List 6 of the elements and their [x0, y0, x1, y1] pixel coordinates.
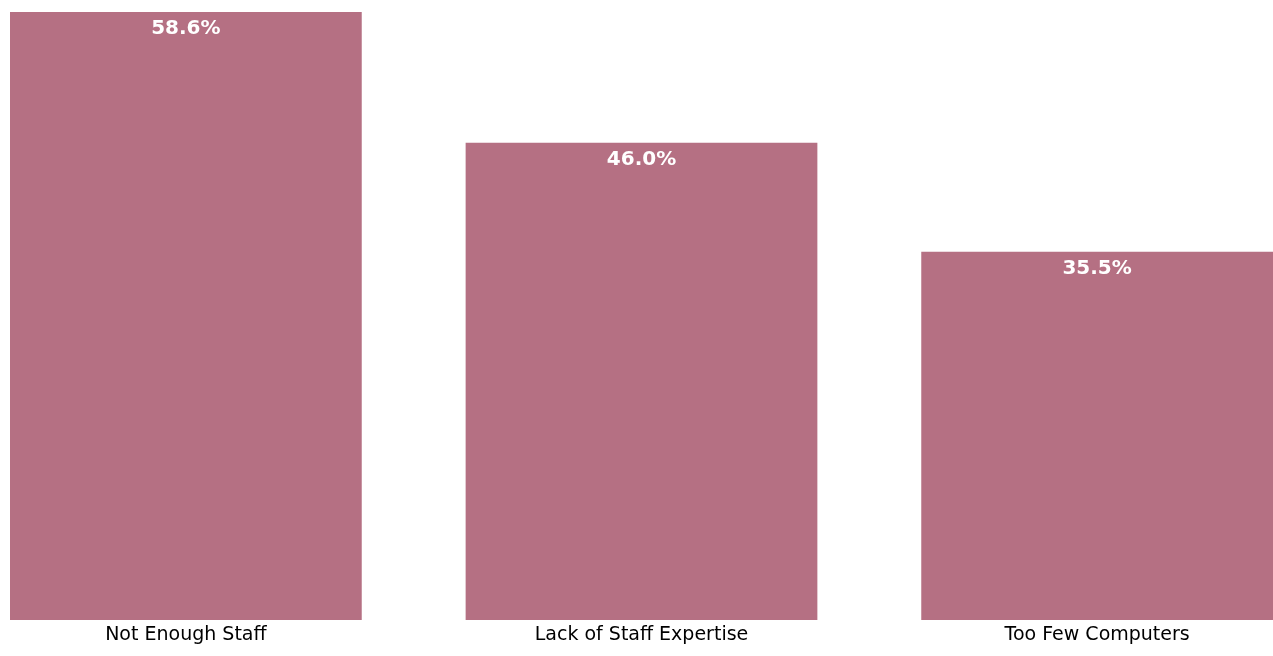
data-label: 58.6% [151, 15, 221, 39]
x-tick-label: Too Few Computers [1003, 622, 1190, 644]
x-tick-label: Lack of Staff Expertise [534, 622, 749, 644]
x-tick-label: Not Enough Staff [105, 622, 268, 644]
data-label: 35.5% [1062, 254, 1132, 279]
data-label: 46.0% [606, 145, 677, 170]
